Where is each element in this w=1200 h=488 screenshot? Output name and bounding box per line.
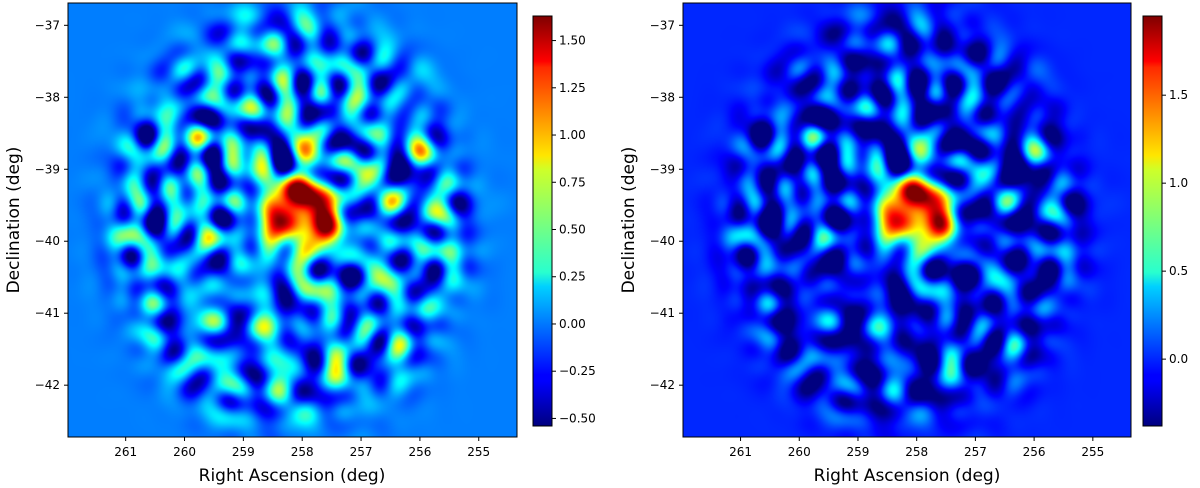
colorbar-tick-label: 0.75 (559, 175, 586, 189)
plot-frame (682, 2, 1132, 438)
colorbar-tick-label: −0.25 (559, 364, 596, 378)
y-tick-label: −42 (650, 378, 675, 392)
y-tick-label: −38 (35, 90, 60, 104)
y-axis-label: Declination (deg) (619, 147, 639, 294)
x-tick-label: 261 (114, 445, 137, 459)
x-tick-label: 255 (467, 445, 490, 459)
x-tick-label: 255 (1081, 445, 1104, 459)
x-tick-label: 256 (1023, 445, 1046, 459)
colorbar-tick-label: 1.50 (559, 34, 586, 48)
colorbar-tick-label: 1.00 (559, 128, 586, 142)
y-tick-label: −38 (650, 90, 675, 104)
x-tick-label: 260 (173, 445, 196, 459)
colorbar (1142, 15, 1163, 427)
colorbar-tick-label: 0.0 (1169, 352, 1188, 366)
panel-right: 261 260 259 258 257 256 255−37−38−39−40−41−42 … (619, 2, 1188, 486)
y-tick-label: −39 (35, 162, 60, 176)
x-tick-label: 261 (729, 445, 752, 459)
x-tick-label: 256 (408, 445, 431, 459)
y-tick-label: −37 (650, 18, 675, 32)
x-tick-label: 257 (350, 445, 373, 459)
x-tick-label: 258 (291, 445, 314, 459)
x-tick-label: 258 (905, 445, 928, 459)
colorbar-tick-label: 0.50 (559, 223, 586, 237)
x-tick-label: 260 (788, 445, 811, 459)
colorbar-tick-label: 1.5 (1169, 88, 1188, 102)
y-tick-label: −41 (650, 306, 675, 320)
colorbar (532, 15, 553, 427)
colorbar-tick-label: 0.5 (1169, 264, 1188, 278)
colorbar-tick-label: 0.25 (559, 270, 586, 284)
colorbar-tick-label: 1.25 (559, 81, 586, 95)
y-axis-label: Declination (deg) (4, 147, 24, 294)
colorbar-ticks: 0.0 0.5 1.0 1.5 (1162, 88, 1188, 366)
x-tick-label: 257 (964, 445, 987, 459)
x-axis-label: Right Ascension (deg) (199, 466, 386, 486)
y-tick-label: −37 (35, 18, 60, 32)
heatmap-image (68, 3, 517, 437)
axes: 261 260 259 258 257 256 255 −37 −38 −39 −40 −41 −42 (35, 18, 491, 459)
colorbar-tick-label: 1.0 (1169, 176, 1188, 190)
colorbar-tick-label: 0.00 (559, 317, 586, 331)
heatmap-image (683, 3, 1131, 437)
y-tick-label: −41 (35, 306, 60, 320)
colorbar-tick-label: −0.50 (559, 411, 596, 425)
x-tick-label: 259 (847, 445, 870, 459)
plot-frame (67, 2, 518, 438)
panel-left: 261 260 259 258 257 256 255−37−38−39−40−41−42 … (4, 2, 596, 486)
colorbar-ticks: −0.50 −0.25 0.00 0.25 0.50 0.75 1.00 1.25 1.50 (552, 34, 596, 425)
x-tick-label: 259 (232, 445, 255, 459)
y-tick-label: −39 (650, 162, 675, 176)
x-axis-label: Right Ascension (deg) (814, 466, 1001, 486)
y-tick-label: −40 (35, 234, 60, 248)
axes: 261 260 259 258 257 256 255 −37 −38 −39 −40 −41 −42 (650, 18, 1105, 459)
y-tick-label: −42 (35, 378, 60, 392)
y-tick-label: −40 (650, 234, 675, 248)
